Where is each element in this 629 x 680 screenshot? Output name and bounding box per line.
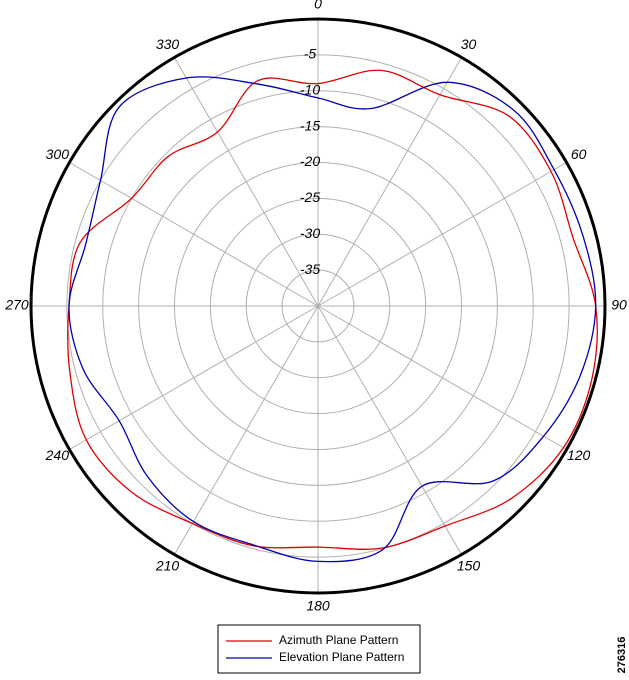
r-tick-label: -30	[300, 225, 320, 241]
outer-ring	[29, 17, 607, 595]
angle-label: 30	[461, 36, 477, 52]
series-line	[67, 69, 598, 550]
angle-label: 240	[45, 447, 70, 463]
r-tick-label: -15	[300, 117, 320, 133]
angle-label: 0	[314, 0, 322, 12]
r-tick-label: -35	[300, 261, 320, 277]
grid-spoke	[317, 305, 462, 555]
angle-label: 330	[156, 36, 180, 52]
angle-label: 150	[457, 557, 481, 573]
grid-spoke	[317, 305, 567, 450]
grid-spoke	[69, 305, 319, 450]
angle-label: 90	[611, 297, 627, 313]
angle-label: 300	[46, 146, 70, 162]
series-line	[68, 76, 597, 563]
legend-box	[217, 624, 421, 674]
angle-label: 120	[567, 447, 591, 463]
angle-label: 60	[571, 146, 587, 162]
r-tick-label: -20	[300, 153, 320, 169]
r-tick-label: -25	[300, 189, 320, 205]
grid-spoke	[317, 162, 567, 307]
r-tick-label: -5	[304, 46, 317, 62]
figure-id: 276316	[616, 637, 628, 674]
legend-label: Azimuth Plane Pattern	[279, 633, 398, 647]
grid-spoke	[317, 57, 462, 307]
angle-label: 180	[306, 598, 330, 614]
grid-spoke	[174, 57, 319, 307]
marks	[67, 69, 598, 563]
grid-spoke	[174, 305, 319, 555]
angle-label: 270	[4, 297, 29, 313]
legend-label: Elevation Plane Pattern	[279, 650, 404, 664]
grid	[29, 17, 607, 595]
r-tick-label: -10	[300, 81, 320, 97]
angle-label: 210	[155, 557, 180, 573]
grid-spoke	[69, 162, 319, 307]
